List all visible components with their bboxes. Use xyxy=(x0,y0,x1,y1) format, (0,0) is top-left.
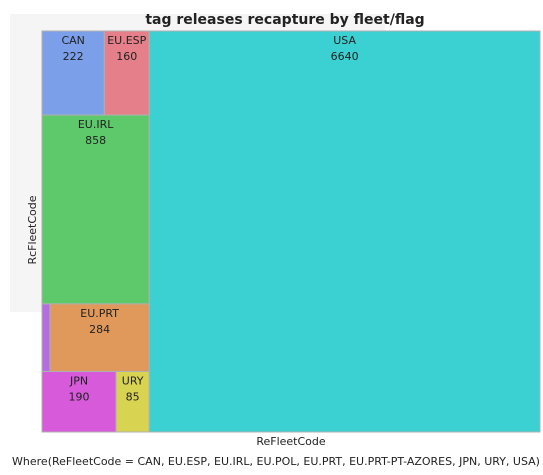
cell-label: EU.ESP xyxy=(107,34,146,47)
cell-value: 160 xyxy=(116,50,137,63)
chart-title: tag releases recapture by fleet/flag xyxy=(145,12,424,28)
treemap-cell xyxy=(41,30,105,116)
treemap-cell xyxy=(103,30,150,116)
treemap-cell xyxy=(41,370,117,433)
cell-label: CAN xyxy=(61,34,84,47)
treemap-cell xyxy=(115,370,150,433)
treemap-cell xyxy=(148,30,541,433)
cell-label: EU.PRT xyxy=(80,307,119,320)
cell-value: 190 xyxy=(69,390,90,403)
x-axis-label: ReFleetCode xyxy=(256,435,326,448)
cell-value: 284 xyxy=(89,323,110,336)
cell-value: 6640 xyxy=(331,50,359,63)
cell-value: 85 xyxy=(126,390,140,403)
treemap-cell xyxy=(41,303,51,372)
treemap-cell xyxy=(41,114,150,305)
y-axis-label: RcFleetCode xyxy=(26,195,39,264)
cell-label: USA xyxy=(333,34,356,47)
cell-label: EU.IRL xyxy=(78,118,114,131)
footnote: Where(ReFleetCode = CAN, EU.ESP, EU.IRL,… xyxy=(12,455,540,468)
cell-value: 858 xyxy=(85,134,106,147)
cell-value: 222 xyxy=(63,50,84,63)
cell-label: URY xyxy=(122,374,144,387)
cell-label: JPN xyxy=(69,374,88,387)
